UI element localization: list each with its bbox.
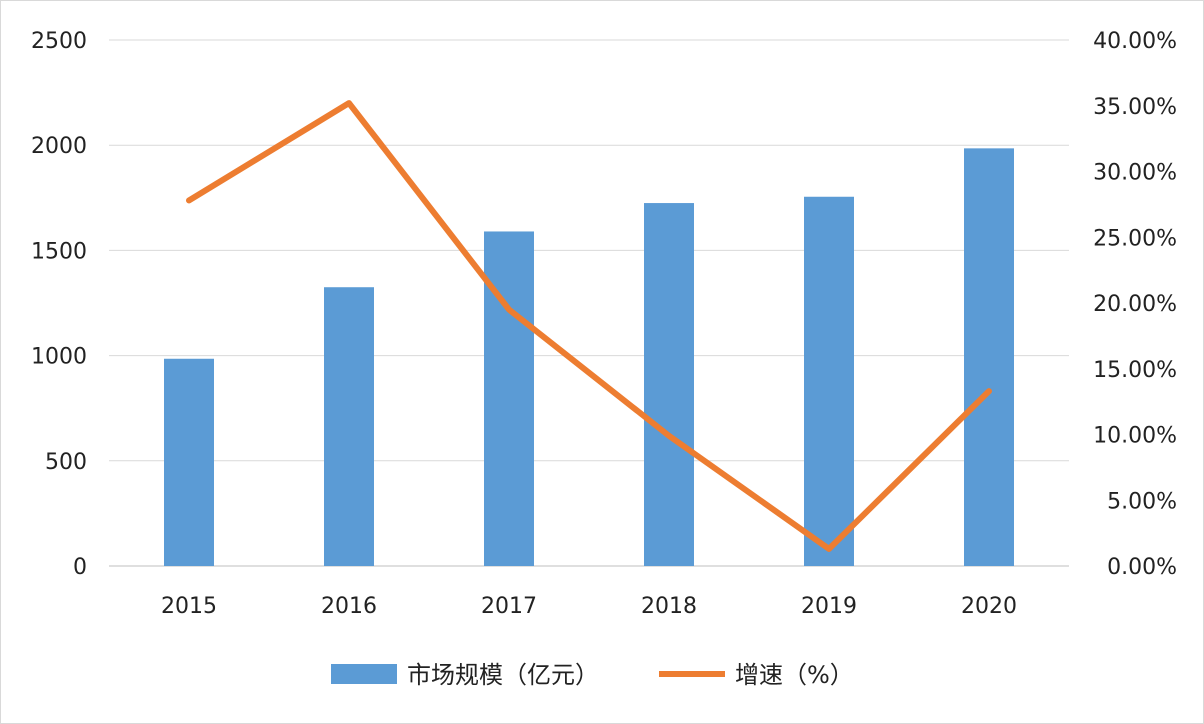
growth-line — [186, 100, 992, 552]
bar — [484, 231, 534, 567]
bar — [324, 287, 374, 566]
left-axis-tick-label: 2000 — [31, 134, 87, 159]
x-axis-tick-label: 2015 — [161, 594, 217, 619]
x-axis-tick-label: 2019 — [801, 594, 857, 619]
x-axis-tick-label: 2016 — [321, 594, 377, 619]
right-axis-ticks: 0.00% 5.00% 10.00% 15.00% 20.00% 25.00% 30.00%… — [1093, 29, 1177, 580]
x-axis-tick-label: 2018 — [641, 594, 697, 619]
bar — [804, 196, 854, 567]
right-axis-tick-label: 40.00% — [1093, 29, 1177, 54]
left-axis-tick-label: 1000 — [31, 345, 87, 370]
bar — [644, 203, 694, 566]
left-axis-tick-label: 500 — [45, 450, 87, 475]
legend-swatch-bar — [331, 664, 397, 684]
legend: 市场规模（亿元） 增速（%） — [331, 661, 854, 689]
right-axis-tick-label: 20.00% — [1093, 292, 1177, 317]
right-axis-tick-label: 10.00% — [1093, 424, 1177, 449]
gridlines — [109, 39, 1069, 567]
left-axis-ticks: 0 500 1000 1500 2000 2500 — [31, 29, 87, 580]
right-axis-tick-label: 0.00% — [1107, 555, 1177, 580]
legend-label-bar: 市场规模（亿元） — [407, 661, 599, 689]
x-axis-tick-label: 2020 — [961, 594, 1017, 619]
left-axis-tick-label: 1500 — [31, 239, 87, 264]
right-axis-tick-label: 5.00% — [1107, 489, 1177, 514]
bar — [164, 358, 214, 566]
legend-label-line: 增速（%） — [735, 661, 854, 689]
left-axis-tick-label: 2500 — [31, 29, 87, 54]
right-axis-tick-label: 30.00% — [1093, 161, 1177, 186]
bar-series — [164, 148, 1014, 567]
x-axis-ticks: 2015 2016 2017 2018 2019 2020 — [161, 594, 1017, 619]
line-series — [186, 100, 992, 552]
x-axis-tick-label: 2017 — [481, 594, 537, 619]
right-axis-tick-label: 15.00% — [1093, 358, 1177, 383]
left-axis-tick-label: 0 — [73, 555, 87, 580]
bar — [964, 148, 1014, 566]
right-axis-tick-label: 35.00% — [1093, 95, 1177, 120]
right-axis-tick-label: 25.00% — [1093, 226, 1177, 251]
